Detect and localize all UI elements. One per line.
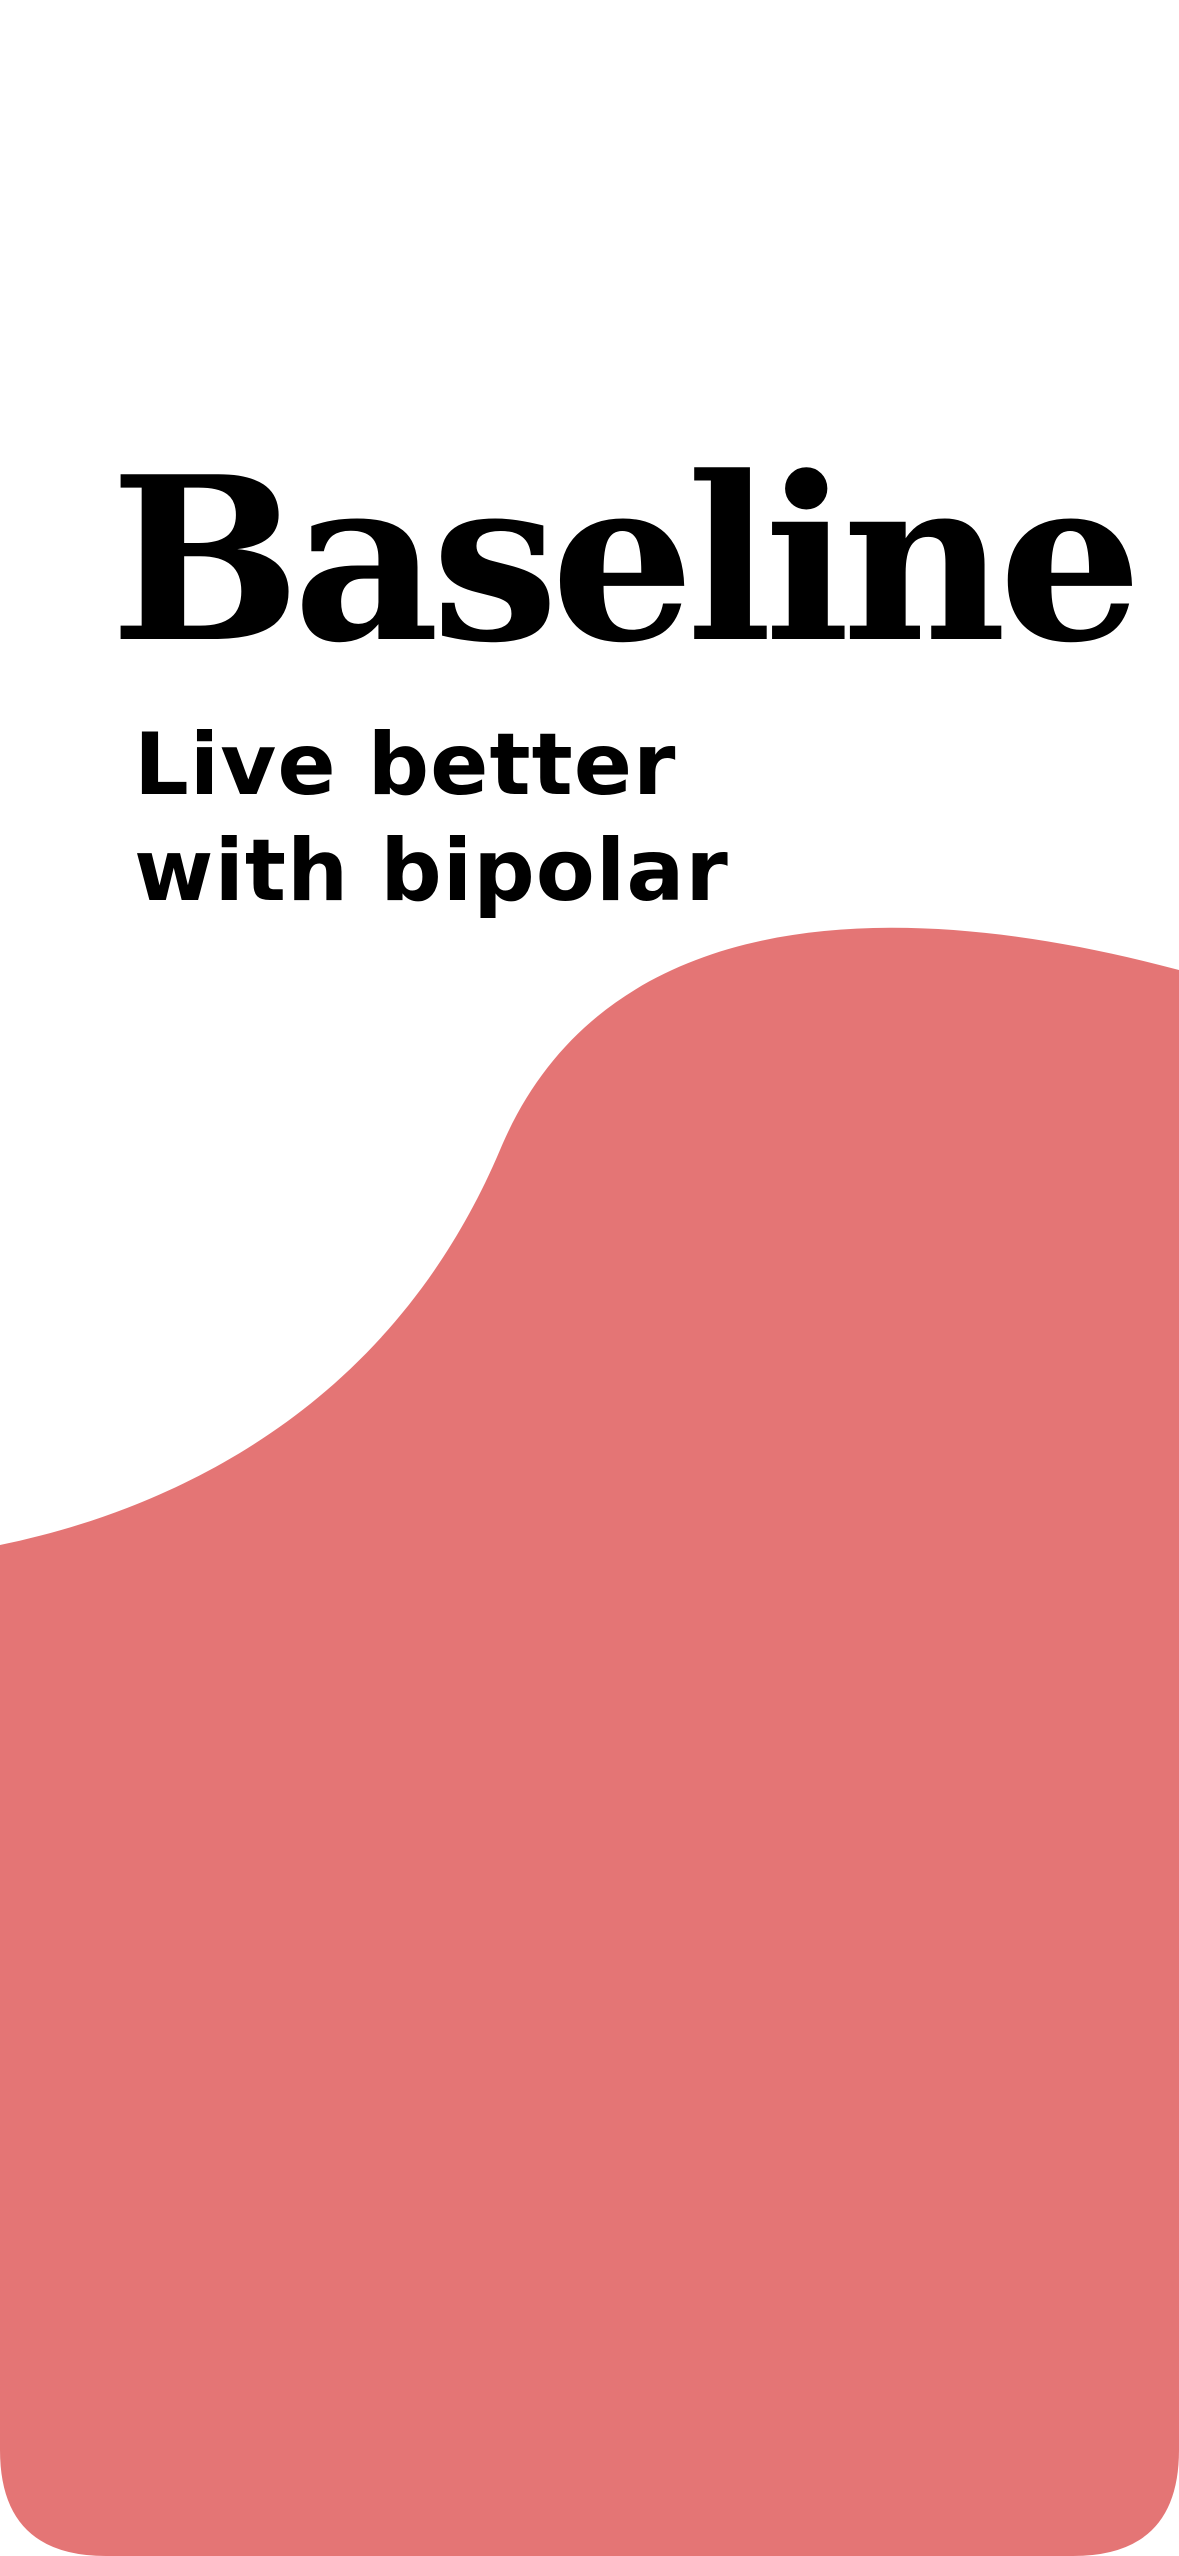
wave-fill	[0, 927, 1179, 2556]
app-title: Baseline	[110, 428, 1142, 693]
app-tagline: Live better with bipolar	[134, 715, 729, 921]
